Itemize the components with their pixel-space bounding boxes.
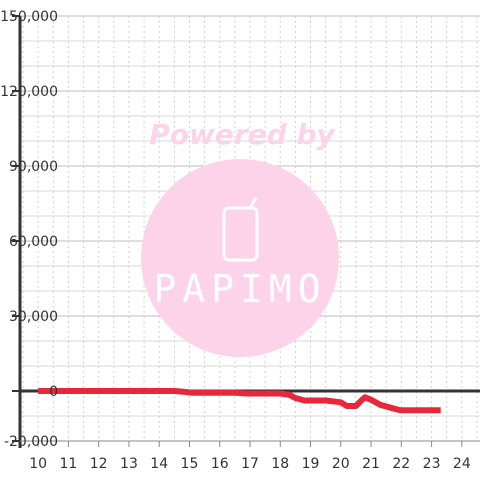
x-tick-label: 24: [453, 456, 471, 472]
watermark: Powered by PAPIMO: [141, 118, 339, 357]
x-tick-label: 18: [271, 456, 289, 472]
x-tick-label: 17: [241, 456, 259, 472]
x-tick-label: 11: [60, 456, 78, 472]
x-tick-label: 14: [150, 456, 168, 472]
x-tick-label: 15: [181, 456, 199, 472]
x-tick-label: 21: [362, 456, 380, 472]
x-tick-label: 12: [90, 456, 108, 472]
phone-icon: [222, 197, 259, 262]
y-tick-label: 0: [49, 384, 58, 400]
x-tick-label: 23: [423, 456, 441, 472]
watermark-caption: Powered by: [149, 118, 336, 151]
series-group: [38, 388, 441, 414]
y-tick-label: 60,000: [9, 234, 58, 250]
x-tick-label: 10: [29, 456, 47, 472]
x-tick-label: 19: [302, 456, 320, 472]
x-tick-label: 16: [211, 456, 229, 472]
y-tick-label: 30,000: [9, 309, 58, 325]
y-tick-label: -20,000: [4, 434, 58, 450]
y-tick-label: 120,000: [0, 84, 58, 100]
watermark-logo: PAPIMO: [153, 267, 326, 311]
watermark-circle: [141, 159, 339, 357]
series-line: [38, 388, 441, 414]
x-tick-label: 22: [392, 456, 410, 472]
x-tick-label: 13: [120, 456, 138, 472]
y-tick-label: 150,000: [0, 9, 58, 25]
grid: [20, 15, 480, 442]
x-tick-label: 20: [332, 456, 350, 472]
tick-labels: 150,000 120,000 90,000 60,000 30,000 0 -20,000…: [0, 9, 471, 472]
y-tick-label: 90,000: [9, 159, 58, 175]
